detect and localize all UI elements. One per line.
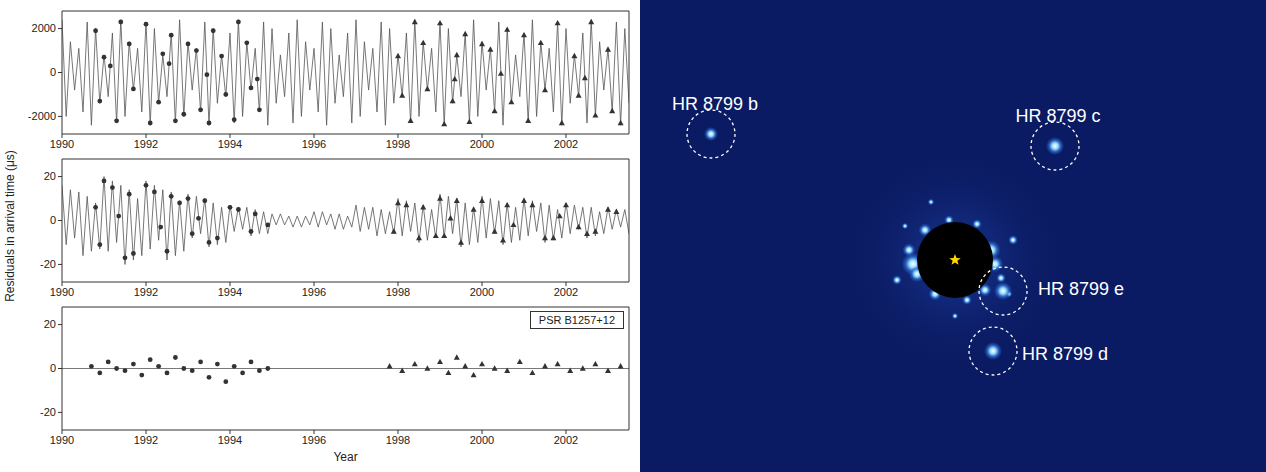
html-text:Residuals in arrival time (μs): Residuals in arrival time (μs) [3,150,17,302]
svg-text:-2000: -2000 [28,110,56,122]
svg-text:1992: 1992 [134,138,158,150]
svg-text:0: 0 [50,362,56,374]
svg-text:1996: 1996 [302,138,326,150]
svg-text:1994: 1994 [218,286,242,298]
svg-text:0: 0 [50,66,56,78]
svg-text:0: 0 [50,214,56,226]
svg-text:2002: 2002 [554,286,578,298]
svg-text:1996: 1996 [302,286,326,298]
svg-text:2002: 2002 [554,138,578,150]
svg-text:20: 20 [44,318,56,330]
svg-text:-20: -20 [40,258,56,270]
svg-text:1998: 1998 [386,138,410,150]
svg-text:2000: 2000 [470,138,494,150]
svg-text:2000: 2000 [470,434,494,446]
svg-text:HR 8799 c: HR 8799 c [1015,106,1100,126]
svg-text:1990: 1990 [50,138,74,150]
svg-text:HR 8799 e: HR 8799 e [1038,279,1124,299]
svg-text:1998: 1998 [386,286,410,298]
svg-text:20: 20 [44,170,56,182]
svg-text:1998: 1998 [386,434,410,446]
svg-text:1994: 1994 [218,138,242,150]
html-text:Year: Year [333,450,358,464]
svg-text:HR 8799 b: HR 8799 b [672,94,758,114]
html-text:PSR B1257+12: PSR B1257+12 [538,314,615,326]
svg-text:2000: 2000 [470,286,494,298]
svg-text:1992: 1992 [134,434,158,446]
svg-text:-20: -20 [40,406,56,418]
svg-text:2002: 2002 [554,434,578,446]
svg-text:1994: 1994 [218,434,242,446]
svg-text:1990: 1990 [50,286,74,298]
svg-text:1996: 1996 [302,434,326,446]
svg-text:1992: 1992 [134,286,158,298]
svg-text:HR 8799 d: HR 8799 d [1022,344,1108,364]
svg-text:2000: 2000 [32,22,56,34]
svg-text:1990: 1990 [50,434,74,446]
